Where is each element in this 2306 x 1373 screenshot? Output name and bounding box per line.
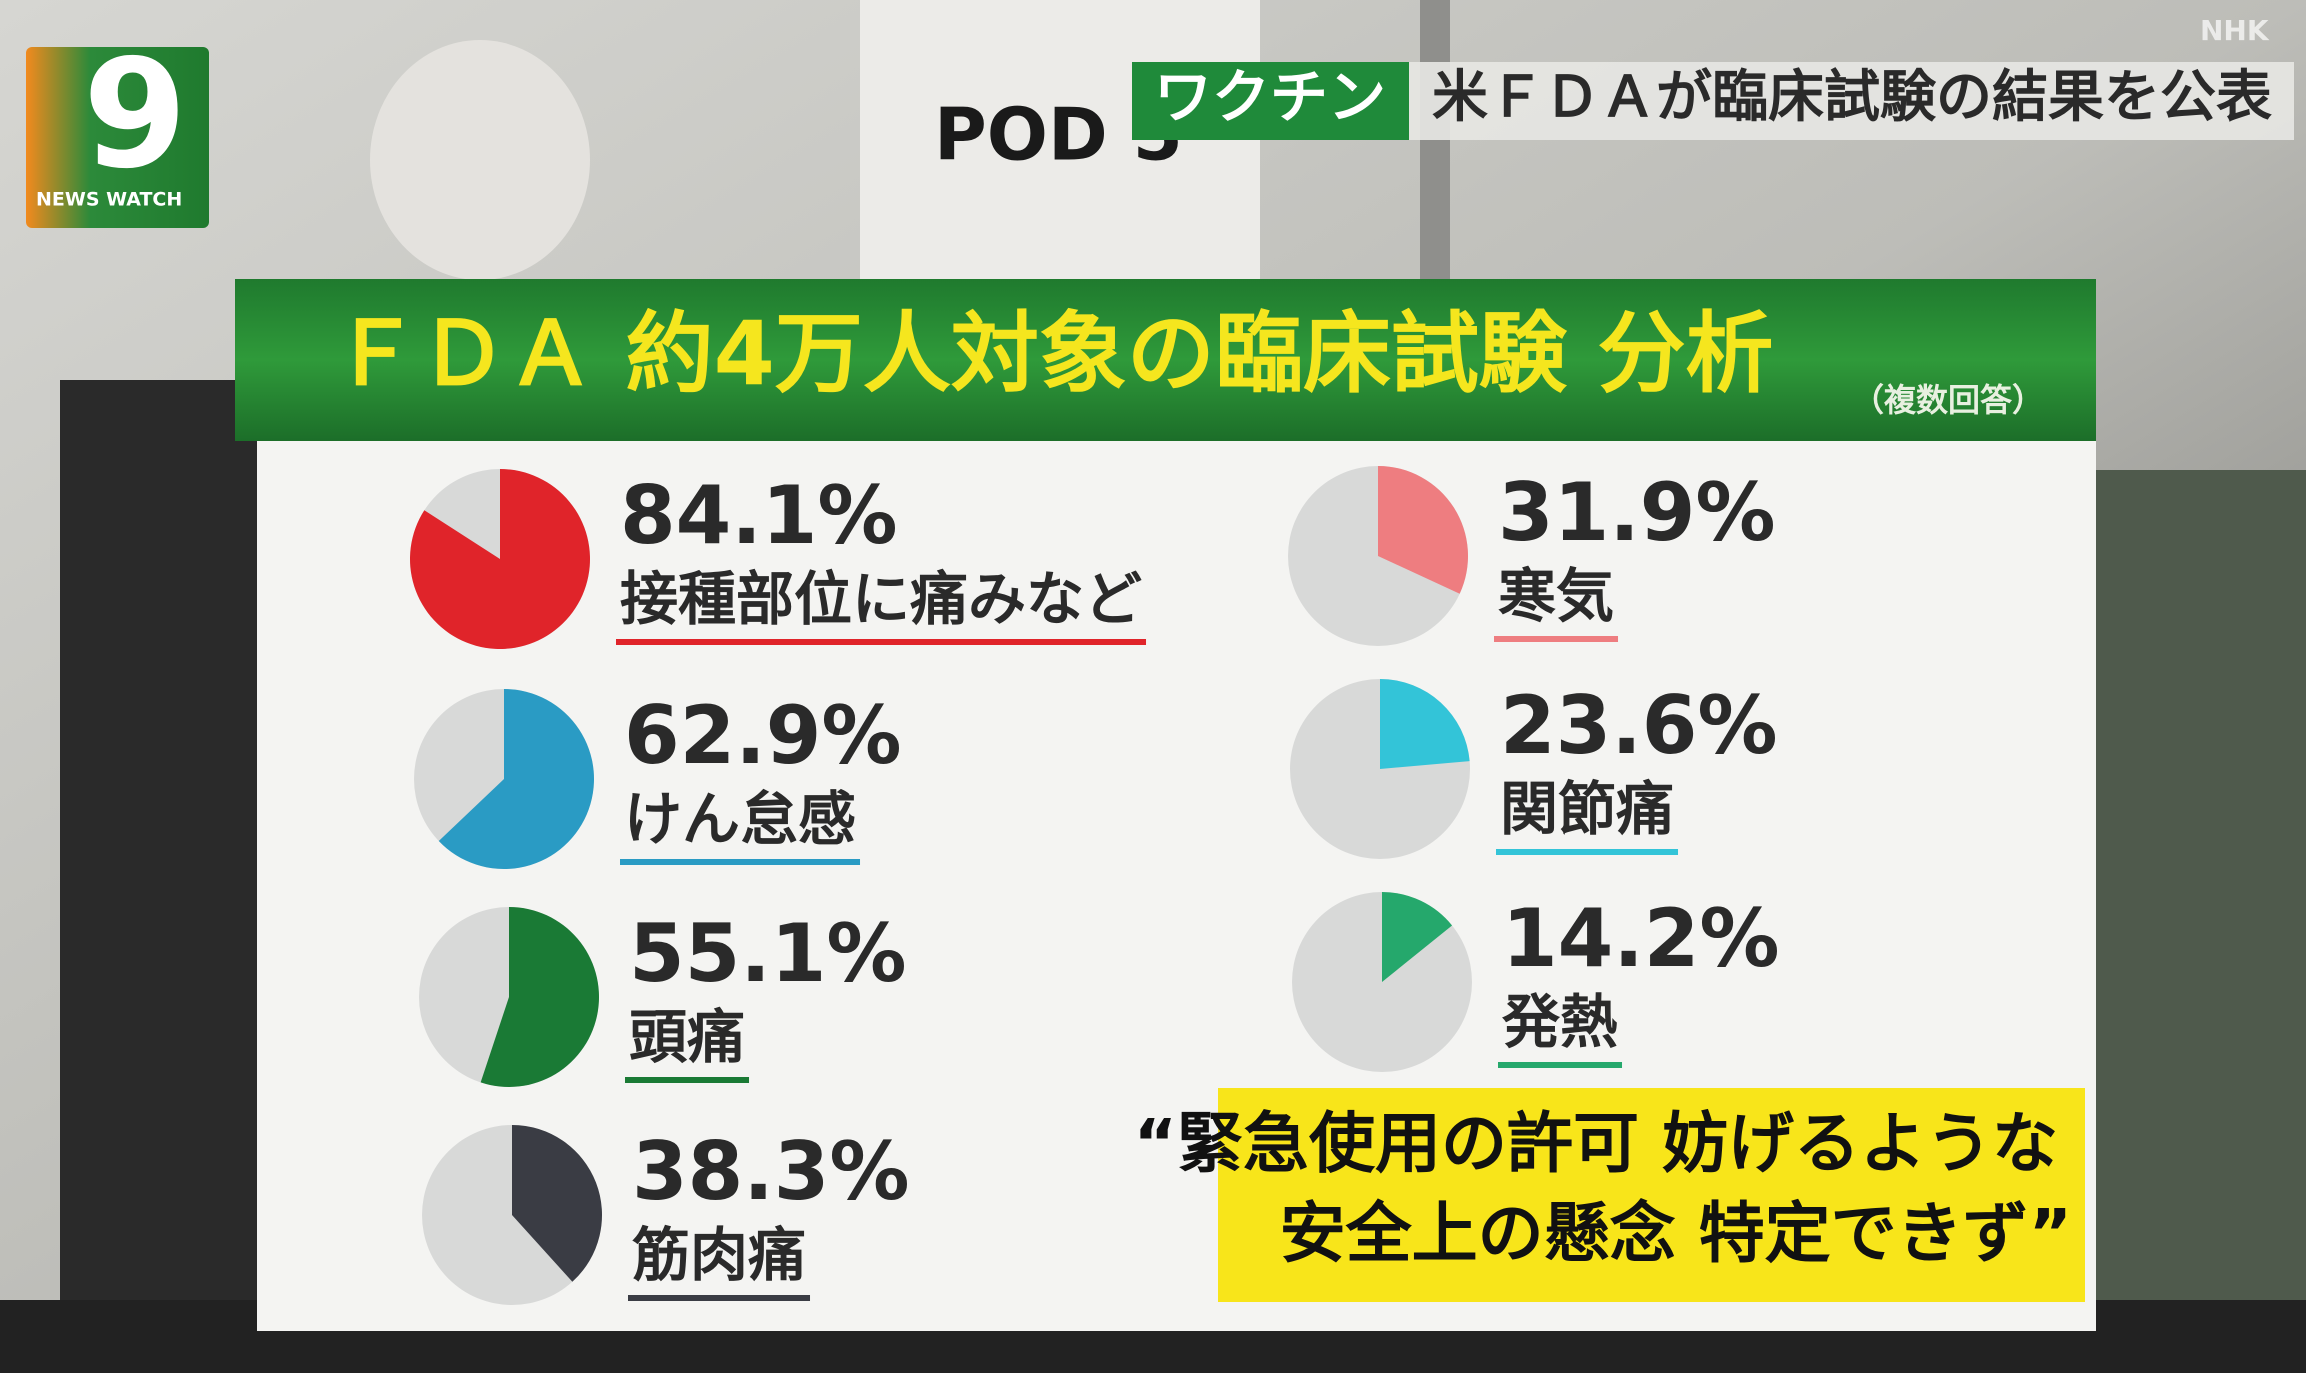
pie-slice [438, 689, 594, 869]
background-paper [860, 0, 1260, 300]
category-label: 接種部位に痛みなど [620, 565, 1142, 633]
logo-number: 9 [83, 28, 187, 202]
category-underline [1498, 1062, 1623, 1068]
value-label: 31.9% [1498, 466, 1776, 559]
pie-slice [480, 907, 599, 1087]
background-person [60, 380, 260, 1373]
quote-line: “緊急使用の許可 妨げるような [1134, 1105, 2058, 1182]
headline-tag: ワクチン [1154, 63, 1386, 131]
pie-slice [1378, 466, 1468, 594]
value-label: 38.3% [632, 1125, 910, 1218]
quote-line: 安全上の懸念 特定できず” [1280, 1195, 2072, 1272]
category-label: 関節痛 [1500, 775, 1674, 843]
pie-slice [410, 469, 590, 649]
chart-subtitle: （複数回答） [1852, 381, 2044, 419]
category-label: 頭痛 [629, 1003, 745, 1071]
value-label: 55.1% [629, 907, 907, 1000]
value-label: 62.9% [624, 689, 902, 782]
category-underline [616, 639, 1147, 645]
background-person [370, 40, 590, 280]
category-underline [628, 1295, 811, 1301]
background-pillar [1420, 0, 1450, 300]
category-label: 寒気 [1498, 562, 1614, 630]
pie-slice [1382, 892, 1453, 982]
headline: 米ＦＤＡが臨床試験の結果を公表 [1432, 65, 2272, 130]
category-underline [1496, 849, 1679, 855]
category-underline [620, 859, 861, 865]
pie-slice [512, 1125, 602, 1282]
category-label: けん怠感 [624, 785, 856, 853]
pie-slice [1380, 679, 1470, 769]
value-label: 23.6% [1500, 679, 1778, 772]
chart-title: ＦＤＡ 約4万人対象の臨床試験 分析 [331, 302, 1774, 405]
program-logo [26, 47, 209, 228]
category-underline [625, 1077, 750, 1083]
network-logo: NHK [2200, 14, 2270, 47]
logo-name: NEWS WATCH [36, 189, 182, 211]
background-person [2080, 470, 2306, 1370]
title-band [235, 279, 2096, 441]
headline-box [1409, 62, 2294, 140]
quote-box [1218, 1088, 2085, 1302]
category-underline [1494, 636, 1619, 642]
value-label: 84.1% [620, 469, 898, 562]
value-label: 14.2% [1502, 892, 1780, 985]
category-label: 発熱 [1502, 988, 1618, 1056]
headline-tag-box [1132, 62, 1409, 140]
category-label: 筋肉痛 [632, 1221, 806, 1289]
